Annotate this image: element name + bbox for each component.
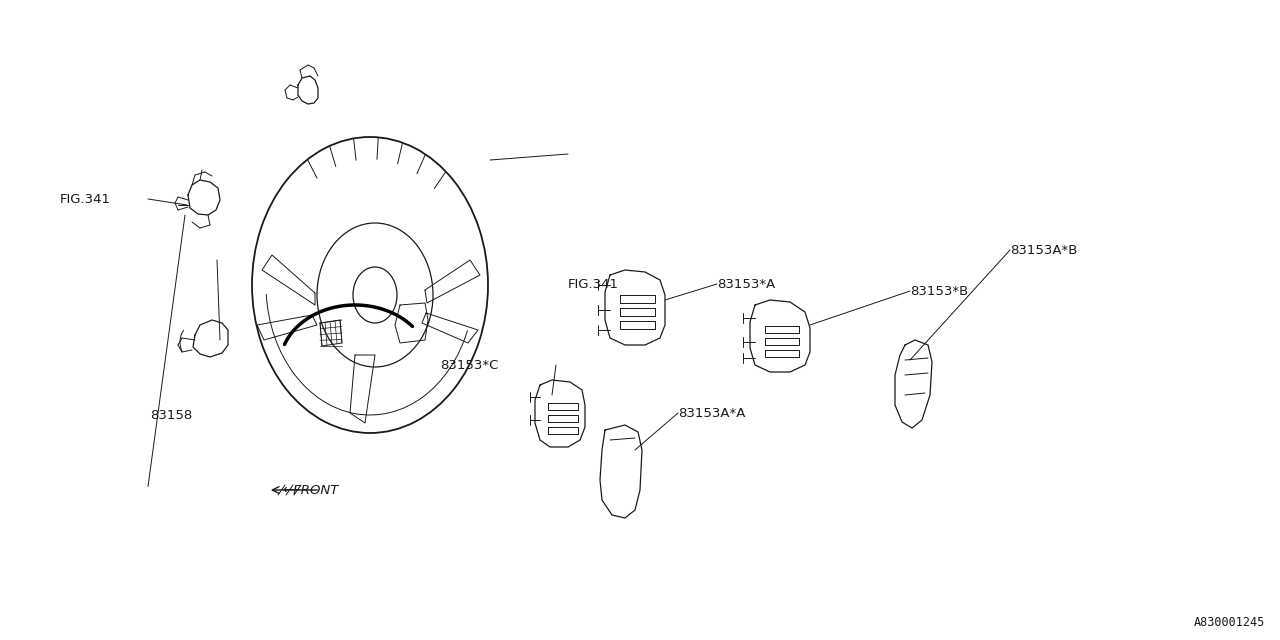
Text: 83153*C: 83153*C: [440, 358, 498, 371]
Text: 83153A*A: 83153A*A: [678, 406, 745, 419]
Text: 83153A*B: 83153A*B: [1010, 243, 1078, 257]
Text: 83153*A: 83153*A: [717, 278, 776, 291]
Text: A830001245: A830001245: [1194, 616, 1265, 628]
Text: FIG.341: FIG.341: [568, 278, 620, 291]
Text: 83153*B: 83153*B: [910, 285, 968, 298]
Text: FIG.341: FIG.341: [60, 193, 111, 205]
Text: ←FRONT: ←FRONT: [282, 483, 338, 497]
Text: 83158: 83158: [150, 408, 192, 422]
